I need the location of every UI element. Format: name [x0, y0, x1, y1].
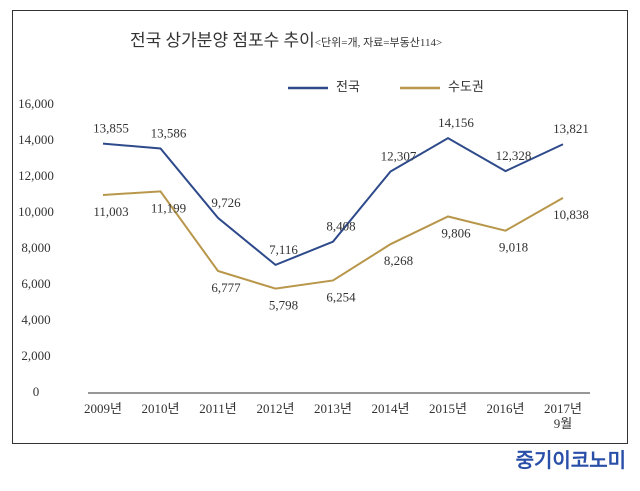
x-tick-label: 2012년 — [256, 401, 295, 416]
data-label: 10,838 — [553, 207, 589, 222]
chart-title: 전국 상가분양 점포수 추이 — [130, 31, 315, 50]
x-tick-label: 2014년 — [371, 401, 410, 416]
y-tick-label: 8,000 — [21, 240, 50, 255]
data-label: 11,003 — [93, 204, 128, 219]
data-label: 9,018 — [499, 240, 528, 255]
data-label: 8,268 — [384, 253, 413, 268]
y-tick-label: 12,000 — [18, 168, 54, 183]
data-label: 11,199 — [151, 200, 186, 215]
data-label: 12,307 — [381, 148, 417, 163]
data-label: 6,777 — [211, 280, 241, 295]
data-label: 13,821 — [553, 121, 589, 136]
data-label: 9,726 — [211, 195, 241, 210]
y-tick-label: 6,000 — [21, 276, 50, 291]
y-tick-label: 2,000 — [21, 348, 50, 363]
y-tick-label: 10,000 — [18, 204, 54, 219]
data-label: 12,328 — [496, 148, 532, 163]
x-tick-label: 2013년 — [314, 401, 352, 416]
x-tick-label: 2009년 — [84, 401, 122, 416]
legend-label: 전국 — [336, 79, 360, 94]
y-tick-label: 4,000 — [21, 312, 50, 327]
x-tick-label: 2017년 9월 — [544, 401, 582, 431]
x-tick-label: 2015년 — [429, 401, 467, 416]
legend-label: 수도권 — [448, 79, 484, 94]
y-tick-label: 0 — [33, 384, 40, 399]
x-tick-label: 2010년 — [141, 401, 180, 416]
data-label: 13,855 — [93, 121, 129, 136]
x-tick-label: 2011년 — [199, 401, 237, 416]
chart-frame — [12, 10, 628, 444]
series-line — [102, 190, 564, 290]
data-label: 13,586 — [151, 125, 187, 140]
data-label: 14,156 — [438, 115, 474, 130]
watermark: 중기이코노미 — [515, 450, 626, 472]
title-block: 전국 상가분양 점포수 추이<단위=개, 자료=부동산114> — [130, 26, 442, 51]
data-label: 5,798 — [269, 298, 298, 313]
x-tick-label: 2016년 — [486, 401, 525, 416]
data-label: 6,254 — [326, 289, 356, 304]
data-label: 8,408 — [326, 219, 355, 234]
y-tick-label: 14,000 — [18, 132, 54, 147]
y-tick-label: 16,000 — [18, 96, 54, 111]
data-label: 7,116 — [269, 242, 298, 257]
series-line — [102, 137, 564, 267]
data-label: 9,806 — [441, 225, 471, 240]
chart-subtitle: <단위=개, 자료=부동산114> — [314, 37, 443, 49]
